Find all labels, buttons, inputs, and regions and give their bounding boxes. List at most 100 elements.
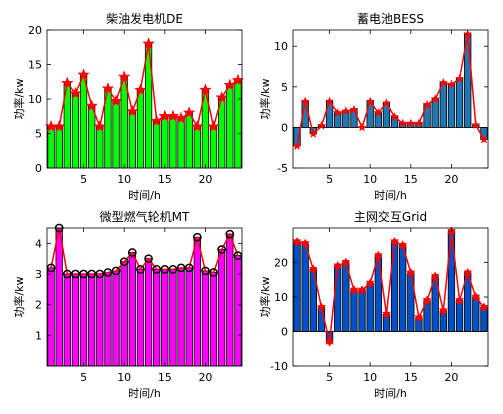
y-tick-label: 10 — [274, 291, 288, 304]
bar — [177, 117, 185, 169]
data-point — [357, 122, 367, 132]
data-point — [182, 106, 196, 119]
plot-frame — [46, 227, 243, 367]
x-tick-label: 5 — [326, 371, 333, 384]
data-point — [349, 104, 359, 114]
data-point — [439, 305, 448, 316]
data-point — [325, 337, 334, 347]
subplot-4: 5 10 15 20 -10 0 10 20 主网交互Grid 时间/h 功率/kw — [258, 209, 489, 400]
data-point — [136, 265, 145, 274]
data-point — [438, 77, 449, 87]
data-point — [127, 248, 137, 257]
x-tick-label: 20 — [198, 173, 212, 186]
bar — [120, 261, 128, 367]
y-tick-label: -10 — [270, 360, 288, 373]
bar — [193, 126, 201, 169]
y-tick-label: 2 — [35, 299, 42, 312]
data-point — [366, 278, 375, 289]
data-point — [389, 111, 400, 121]
x-tick-label: 20 — [444, 371, 458, 384]
data-point — [215, 90, 229, 104]
data-point — [184, 263, 194, 273]
bar — [209, 272, 218, 367]
bar — [161, 115, 169, 169]
data-point — [93, 119, 107, 133]
bar — [88, 105, 96, 169]
x-tick-label: 20 — [198, 371, 212, 384]
y-tick-label: 3 — [35, 268, 42, 281]
bar — [169, 268, 177, 367]
data-point — [309, 264, 318, 275]
data-point — [111, 266, 121, 276]
bar — [390, 241, 399, 332]
data-point — [390, 236, 399, 247]
bar — [209, 126, 218, 169]
bar — [47, 126, 55, 169]
bar — [79, 273, 88, 367]
data-point — [341, 106, 351, 116]
bar — [112, 270, 120, 367]
bar — [218, 249, 226, 367]
data-point — [292, 236, 302, 247]
data-point — [174, 111, 188, 124]
data-point — [168, 265, 178, 274]
x-axis-label: 时间/h — [374, 387, 407, 400]
bar — [79, 74, 88, 169]
data-point — [144, 254, 153, 264]
data-point — [308, 128, 319, 138]
data-point — [414, 118, 424, 128]
plot-area — [47, 228, 242, 366]
bar — [96, 273, 104, 367]
y-tick-label: 5 — [281, 81, 288, 94]
bar — [226, 84, 234, 169]
bar — [120, 76, 128, 169]
data-point — [125, 104, 139, 117]
data-point — [332, 107, 343, 117]
data-point — [430, 94, 440, 104]
data-point — [85, 99, 99, 112]
bar — [301, 243, 309, 332]
bar — [366, 282, 374, 332]
data-point — [446, 79, 457, 89]
data-point — [462, 29, 473, 39]
bar — [71, 93, 80, 169]
data-point — [397, 118, 408, 128]
data-point — [77, 68, 90, 81]
plot-area — [293, 30, 488, 168]
y-tick-label: 20 — [274, 257, 288, 270]
chart-title: 主网交互Grid — [354, 209, 427, 224]
bar — [136, 89, 145, 169]
bar — [472, 296, 480, 332]
data-point — [117, 70, 131, 83]
data-point — [192, 232, 202, 242]
bar — [112, 100, 120, 169]
data-point — [406, 118, 416, 128]
data-point — [150, 114, 164, 127]
x-axis-label: 时间/h — [374, 189, 407, 202]
data-point — [199, 83, 212, 96]
y-tick-label: 10 — [28, 93, 42, 106]
data-point — [223, 78, 237, 91]
data-point — [373, 107, 384, 117]
subplot-3: 5 10 15 20 1 2 3 4 微型燃气轮机MT 时间/h 功率/kw — [12, 209, 243, 400]
y-tick-label: 15 — [28, 59, 42, 72]
bar — [136, 268, 145, 367]
y-axis-label: 功率/kw — [12, 78, 26, 119]
data-point — [69, 86, 82, 99]
data-point — [341, 257, 350, 268]
bar — [201, 270, 210, 367]
x-tick-label: 5 — [80, 371, 87, 384]
data-point — [301, 238, 310, 249]
data-point — [233, 251, 243, 260]
bar — [226, 233, 234, 367]
data-point — [406, 268, 415, 278]
data-point — [87, 269, 97, 279]
data-point — [382, 309, 391, 320]
bar — [128, 252, 136, 367]
bar — [96, 126, 104, 169]
data-point — [300, 96, 310, 106]
data-point — [52, 119, 66, 133]
y-tick-label: 20 — [28, 24, 42, 37]
y-tick-label: 10 — [274, 40, 288, 53]
